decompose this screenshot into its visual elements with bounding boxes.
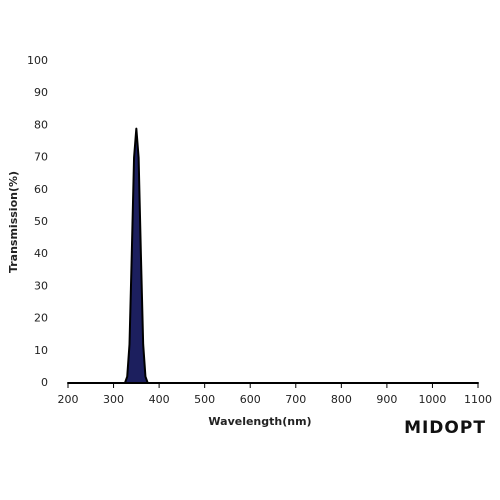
- y-tick-label: 100: [27, 54, 48, 67]
- x-tick-label: 400: [149, 393, 170, 406]
- logo: MIDOPT: [404, 418, 486, 438]
- x-tick-label: 300: [103, 393, 124, 406]
- x-tick-label: 600: [240, 393, 261, 406]
- x-tick-label: 500: [194, 393, 215, 406]
- x-tick-label: 900: [376, 393, 397, 406]
- x-tick-label: 200: [58, 393, 79, 406]
- y-tick-label: 50: [34, 215, 48, 228]
- y-tick-label: 30: [34, 279, 48, 292]
- y-tick-label: 10: [34, 344, 48, 357]
- x-tick-label: 1000: [418, 393, 446, 406]
- y-tick-label: 0: [41, 376, 48, 389]
- y-tick-label: 60: [34, 183, 48, 196]
- y-tick-label: 20: [34, 312, 48, 325]
- y-axis-label: Transmission(%): [7, 171, 20, 273]
- y-tick-label: 80: [34, 118, 48, 131]
- x-axis-label: Wavelength(nm): [208, 415, 311, 428]
- x-tick-label: 800: [331, 393, 352, 406]
- y-tick-label: 40: [34, 247, 48, 260]
- area: [67, 127, 479, 384]
- y-tick-label: 90: [34, 86, 48, 99]
- y-tick-label: 70: [34, 151, 48, 164]
- x-tick-label: 700: [285, 393, 306, 406]
- x-tick-label: 1100: [464, 393, 492, 406]
